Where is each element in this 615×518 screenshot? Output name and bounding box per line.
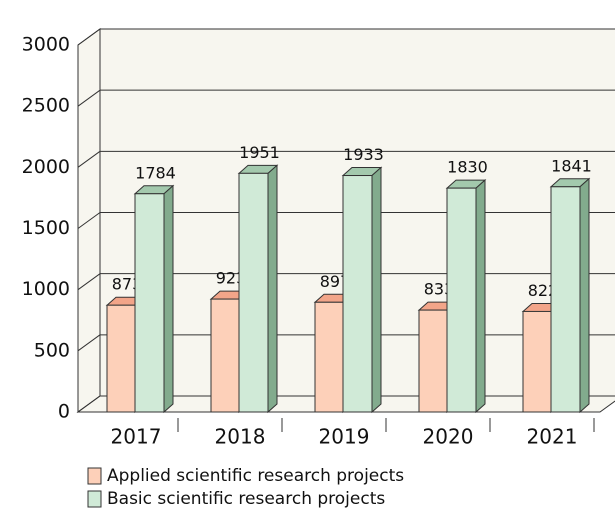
bar <box>210 298 240 413</box>
y-tick-label: 1000 <box>22 278 70 300</box>
bar <box>522 310 552 413</box>
y-tick-label: 0 <box>58 401 70 423</box>
x-tick-label: 2019 <box>319 425 370 449</box>
grid-line-side <box>77 212 101 229</box>
bar-side <box>267 164 278 414</box>
grid-line-side <box>77 150 101 168</box>
legend-label: Applied scientific research projects <box>107 466 404 486</box>
legend-swatch <box>87 490 102 508</box>
bar <box>314 301 344 413</box>
grid-line-side <box>77 334 101 352</box>
bar <box>342 175 373 413</box>
bar <box>550 186 581 413</box>
bar <box>446 187 477 413</box>
bar-side <box>371 166 382 414</box>
grid-line-side <box>77 28 101 46</box>
value-label: 1933 <box>343 145 384 164</box>
bar <box>106 304 136 413</box>
y-tick-label: 2500 <box>22 95 70 117</box>
y-tick-label: 500 <box>34 339 70 361</box>
legend-label: Basic scientific research projects <box>107 489 385 509</box>
bar-side <box>579 177 590 414</box>
x-tick-label: 2020 <box>423 425 474 449</box>
bar-side <box>475 179 486 414</box>
x-tick-label: 2018 <box>215 425 266 449</box>
x-tick-label: 2017 <box>111 425 162 449</box>
grid-line-side <box>77 395 101 413</box>
bar-side <box>163 184 174 414</box>
bar <box>238 172 269 413</box>
x-tick-label: 2021 <box>527 425 578 449</box>
bar <box>418 309 448 413</box>
value-label: 1841 <box>551 156 592 175</box>
y-tick-label: 2000 <box>22 156 70 178</box>
value-label: 1784 <box>135 163 176 182</box>
grid-line-side <box>77 89 101 107</box>
y-tick-label: 3000 <box>22 34 70 56</box>
bar <box>134 193 165 413</box>
grid-line-side <box>77 273 101 291</box>
y-tick-label: 1500 <box>22 217 70 239</box>
value-label: 1951 <box>239 143 280 162</box>
legend-swatch <box>87 467 102 485</box>
value-label: 1830 <box>447 158 488 177</box>
